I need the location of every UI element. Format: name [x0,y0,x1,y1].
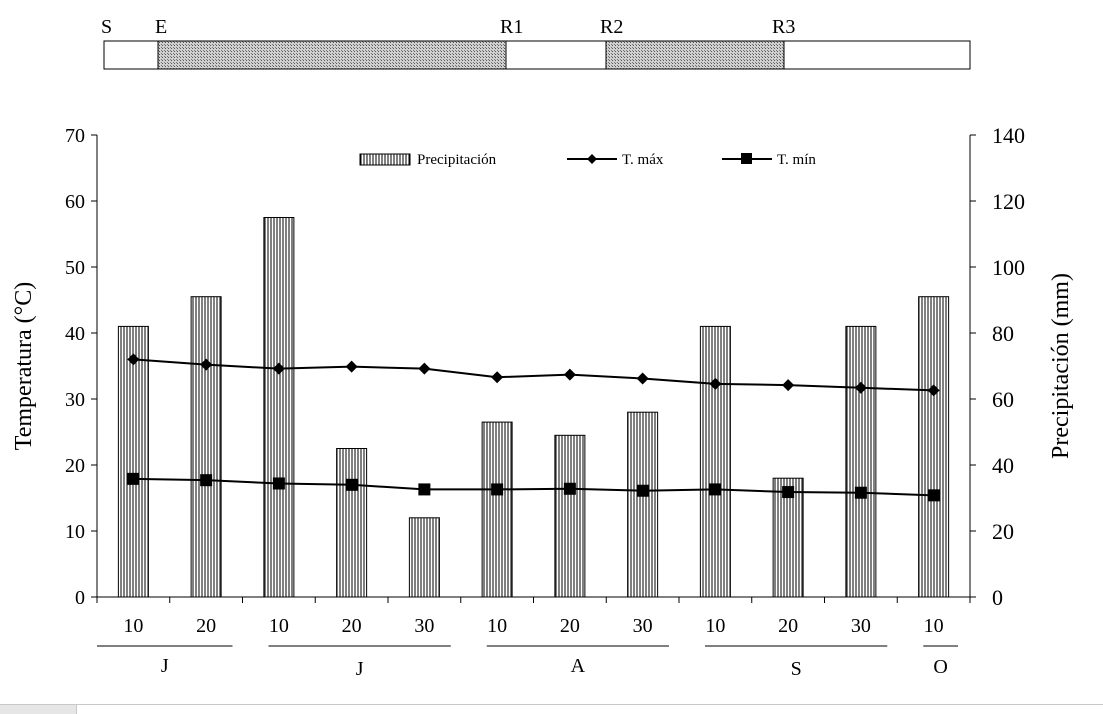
precipitation-bar [627,411,659,598]
tmin-marker [782,486,795,499]
left-axis-title: Temperatura (°C) [11,282,37,451]
legend-precipitation-label: Precipitación [417,152,497,168]
x-day-label: 10 [924,615,944,637]
precipitation-bar [481,421,513,598]
x-day-label: 10 [123,615,143,637]
x-day-label: 10 [705,615,725,637]
right-y-tick-label: 20 [992,519,1014,544]
legend-tmin-marker [741,153,752,164]
tmin-marker [491,483,504,496]
legend-tmax-label: T. máx [622,152,664,168]
x-day-label: 10 [269,615,289,637]
precipitation-bar [408,517,440,598]
month-label: J [161,655,169,677]
right-y-tick-label: 140 [992,123,1025,148]
right-y-tick-label: 120 [992,189,1025,214]
left-y-tick-label: 70 [65,125,85,147]
tmin-marker [272,477,285,490]
left-y-ticks: 0 10 20 30 40 50 60 70 [65,125,97,609]
tmax-line [133,358,934,392]
tmax-marker [491,371,504,384]
left-y-tick-label: 0 [75,587,85,609]
month-label: S [791,658,802,680]
x-day-label: 30 [414,615,434,637]
legend-tmax-marker [587,154,597,164]
precipitation-bar [117,325,149,598]
x-day-label: 20 [560,615,580,637]
precipitation-bar [190,296,222,598]
tmin-marker [563,482,576,495]
tmax-marker [854,381,867,394]
tmin-marker [200,474,213,487]
tmin-marker [854,486,867,499]
precipitation-bar [918,296,950,598]
left-y-tick-label: 30 [65,389,85,411]
left-y-tick-label: 20 [65,455,85,477]
precipitation-bar [554,434,586,598]
right-y-tick-label: 40 [992,453,1014,478]
tmax-marker [272,362,285,375]
stage-span-r2-r3 [605,40,785,70]
tmax-marker [782,379,795,392]
precipitation-bar [845,325,877,598]
tmin-marker [127,472,140,485]
right-axis-title: Precipitación (mm) [1048,273,1074,459]
stage-span-e-r1 [157,40,507,70]
right-y-tick-label: 60 [992,387,1014,412]
stage-label-r2: R2 [600,16,623,38]
precipitation-bar [336,448,368,598]
legend: Precipitación T. máx T. mín [359,152,816,168]
stage-label-e: E [155,16,167,38]
tmax-marker [563,368,576,381]
bottom-strip [0,704,1103,714]
temperature-lines [127,353,940,502]
left-y-tick-label: 50 [65,257,85,279]
right-y-ticks: 0 20 40 60 80 100 120 140 [970,123,1025,610]
tmax-marker [636,372,649,385]
tmax-marker [418,362,431,375]
x-day-label: 20 [778,615,798,637]
stage-label-r3: R3 [772,16,795,38]
stage-label-r1: R1 [500,16,523,38]
x-day-label: 30 [851,615,871,637]
x-day-label: 20 [196,615,216,637]
left-y-tick-label: 40 [65,323,85,345]
right-y-tick-label: 80 [992,321,1014,346]
bottom-strip-tab [0,705,77,714]
tmax-marker [345,360,358,373]
month-label: A [571,655,586,677]
precipitation-bar [699,325,731,598]
x-day-label: 10 [487,615,507,637]
tmin-marker [709,483,722,496]
left-y-tick-label: 10 [65,521,85,543]
tmax-marker [709,377,722,390]
tmax-marker [127,353,140,366]
tmin-marker [345,478,358,491]
tmin-marker [636,484,649,497]
month-label: O [933,656,947,678]
x-day-label: 20 [342,615,362,637]
legend-tmin-label: T. mín [777,152,816,168]
precipitation-bars [117,217,950,598]
stage-label-s: S [101,16,112,38]
tmax-marker [927,384,940,397]
left-y-tick-label: 60 [65,191,85,213]
tmax-marker [200,358,213,371]
tmin-line [133,477,934,497]
right-y-tick-label: 100 [992,255,1025,280]
right-y-tick-label: 0 [992,585,1003,610]
x-day-label: 30 [633,615,653,637]
tmin-marker [418,483,431,496]
tmin-marker [927,489,940,502]
phenology-stage-bar: S E R1 R2 R3 [101,16,971,70]
legend-precipitation-swatch [359,153,411,166]
x-axis-ticks: 10 20 10 20 30 10 20 30 10 20 30 10 [96,597,971,637]
precipitation-bar [263,217,295,598]
month-label: J [356,658,364,680]
